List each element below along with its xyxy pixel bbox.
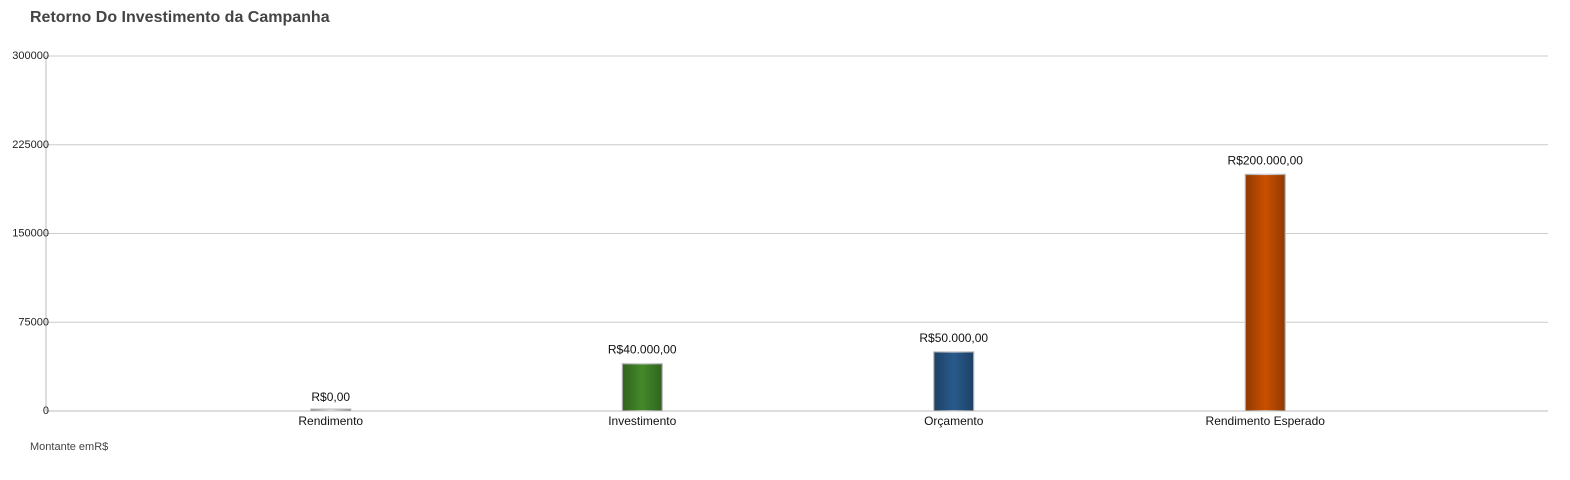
- bars: [310, 173, 1286, 412]
- bar-orçamento[interactable]: [933, 351, 975, 412]
- y-tick-label: 225000: [12, 139, 49, 151]
- y-tick-label: 150000: [12, 228, 49, 240]
- bar-shading: [622, 363, 663, 411]
- bar-rendimento[interactable]: [310, 408, 352, 412]
- bar-shading: [933, 351, 974, 411]
- data-label: R$200.000,00: [1228, 153, 1304, 167]
- bar-investimento[interactable]: [621, 362, 663, 412]
- gridlines: [46, 55, 1548, 323]
- y-tick-label: 0: [43, 405, 49, 417]
- chart-footnote: Montante emR$: [30, 441, 109, 453]
- y-tick-label: 300000: [12, 50, 49, 62]
- x-tick-label: Rendimento Esperado: [1206, 414, 1326, 428]
- x-axis-ticks: Rendimento Investimento Orçamento Rendiment…: [298, 414, 1325, 428]
- data-label: R$50.000,00: [919, 331, 988, 345]
- x-tick-label: Investimento: [608, 414, 676, 428]
- y-tick-label: 75000: [18, 316, 49, 328]
- y-axis-ticks: 0 75000 150000 225000 300000: [12, 50, 49, 417]
- bar-chart: 0 75000 150000 225000 300000 R$0,00 R$40.000,…: [12, 50, 1548, 428]
- data-label: R$0,00: [311, 390, 350, 404]
- axes: [45, 56, 1548, 412]
- x-tick-label: Rendimento: [298, 414, 363, 428]
- data-labels: R$0,00 R$40.000,00 R$50.000,00 R$200.000,00: [311, 153, 1303, 404]
- x-tick-label: Orçamento: [924, 414, 984, 428]
- bar-rendimento-esperado[interactable]: [1244, 173, 1286, 412]
- chart-title: Retorno Do Investimento da Campanha: [30, 9, 330, 26]
- bar-shading: [1245, 174, 1286, 411]
- data-label: R$40.000,00: [608, 343, 677, 357]
- bar-shading: [310, 409, 351, 411]
